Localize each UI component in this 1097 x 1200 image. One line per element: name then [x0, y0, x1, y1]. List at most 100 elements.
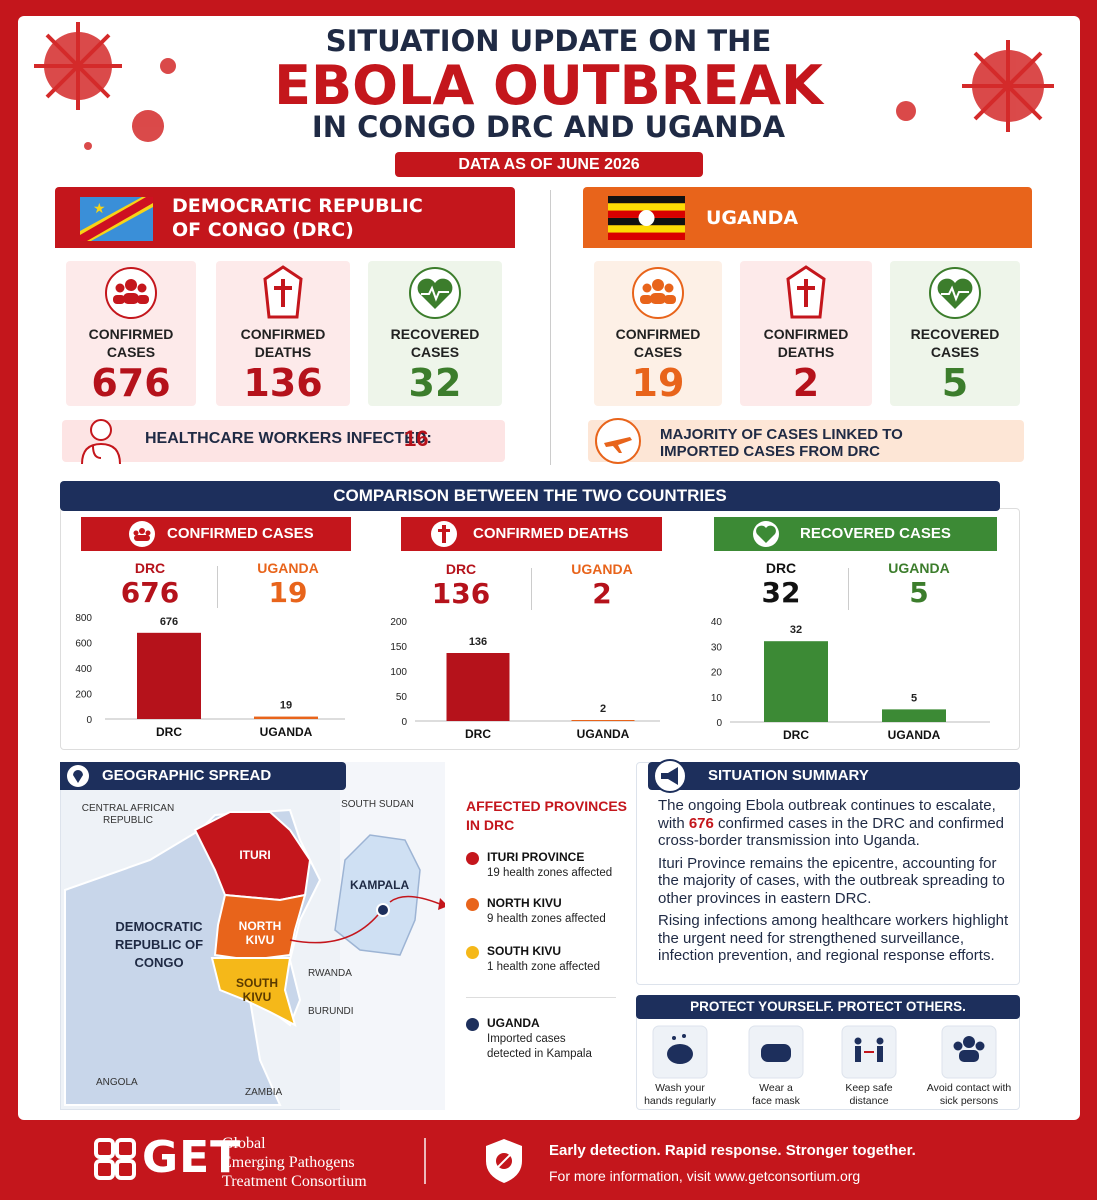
sep	[848, 568, 849, 610]
note-line: MAJORITY OF CASES LINKED TO	[660, 426, 903, 443]
protect-item: Keep safe distance	[821, 1082, 917, 1107]
legend-name: UGANDA	[487, 1016, 540, 1030]
spread-arrow	[289, 909, 383, 944]
legend-title-line: AFFECTED PROVINCES	[466, 798, 628, 814]
stat-value: 19	[631, 361, 685, 405]
y-tick-label: 150	[390, 642, 407, 653]
logo-mark	[94, 1138, 136, 1180]
y-tick-label: 200	[75, 690, 92, 701]
map-label: ZAMBIA	[245, 1087, 283, 1098]
x-tick-label: DRC	[783, 728, 809, 742]
y-tick-label: 100	[390, 667, 407, 678]
map-label: ANGOLA	[96, 1077, 138, 1088]
summary-title: SITUATION SUMMARY	[648, 762, 1020, 790]
date-pill: DATA AS OF JUNE 2026	[395, 152, 703, 177]
map-label: ITURI	[239, 848, 271, 862]
stat-label: CASES	[633, 344, 683, 360]
stat-label: CONFIRMED	[615, 326, 701, 342]
hl-name: UGANDA	[571, 561, 633, 577]
bar	[446, 653, 510, 721]
logo-text: GET	[142, 1132, 242, 1183]
headline: DRC 676	[100, 560, 200, 609]
protect-item: Avoid contact with sick persons	[921, 1082, 1017, 1107]
uganda-name: UGANDA	[706, 207, 799, 229]
y-tick-label: 50	[396, 692, 408, 703]
drc-note-label: HEALTHCARE WORKERS INFECTED:	[145, 430, 432, 447]
drc-note-value: 16	[404, 426, 429, 451]
map-label-line: DEMOCRATIC	[115, 919, 203, 934]
stat-label: CONFIRMED	[763, 326, 849, 342]
legend-detail: Imported cases	[487, 1033, 566, 1045]
map-label-line: REPUBLIC OF	[114, 937, 204, 952]
map-label-line: KIVU	[242, 990, 272, 1004]
drc-name-line: DEMOCRATIC REPUBLIC	[172, 195, 423, 217]
stat-label: CONFIRMED	[88, 326, 174, 342]
sep	[217, 566, 218, 608]
x-tick-label: DRC	[465, 727, 491, 741]
stat-card: RECOVERED CASES 5	[890, 261, 1020, 406]
south-kivu-shape	[210, 957, 297, 1027]
drc-name: DEMOCRATIC REPUBLIC OF CONGO (DRC)	[172, 194, 423, 242]
summary-paragraph: Ituri Province remains the epicentre, ac…	[658, 854, 1005, 907]
title-line3: IN CONGO DRC AND UGANDA	[311, 110, 786, 144]
protect-item: Wear a face mask	[728, 1082, 824, 1107]
headline: UGANDA 2	[552, 561, 652, 610]
icon	[786, 265, 826, 319]
summary-paragraph: The ongoing Ebola outbreak continues to …	[658, 797, 1010, 850]
text: The ongoing Ebola outbreak continues to …	[658, 797, 996, 832]
stat-label: CASES	[106, 344, 156, 360]
y-tick-label: 200	[390, 617, 407, 628]
highlight: 676	[688, 814, 714, 832]
doctor-icon	[81, 419, 121, 465]
stat-card: CONFIRMED CASES 19	[594, 261, 722, 406]
map-label-line: KIVU	[245, 933, 275, 947]
protect-icons	[652, 1025, 997, 1079]
legend-dot	[466, 898, 479, 911]
legend-title-line: IN DRC	[466, 817, 515, 833]
org-line: Treatment Consortium	[222, 1173, 367, 1190]
divider	[550, 190, 551, 465]
protect-line: hands regularly	[644, 1094, 716, 1107]
bar	[571, 720, 635, 721]
stat-label: DEATHS	[254, 344, 312, 360]
decor	[34, 22, 1054, 150]
icon	[929, 267, 981, 319]
map-label-line: REPUBLIC	[102, 815, 153, 826]
sep	[531, 568, 532, 610]
stat-label: RECOVERED	[910, 326, 1000, 342]
protect-line: Wear a	[759, 1082, 793, 1094]
shield-icon	[486, 1139, 522, 1183]
pin-icon	[67, 765, 89, 787]
legend-name: ITURI PROVINCE	[487, 850, 585, 864]
legend-name: NORTH KIVU	[487, 896, 562, 910]
stat-card: CONFIRMED DEATHS 2	[740, 261, 872, 406]
x-tick-label: DRC	[156, 725, 182, 739]
comparison-title: COMPARISON BETWEEN THE TWO COUNTRIES	[60, 481, 1000, 511]
plane-icon	[595, 418, 641, 464]
map	[64, 762, 445, 1110]
legend-dot	[466, 1018, 479, 1031]
hl-value: 2	[592, 577, 612, 610]
stat-value: 136	[243, 361, 323, 405]
data-label: 2	[600, 703, 606, 715]
map-label: NORTH KIVU	[220, 919, 300, 947]
protect-item: Wash your hands regularly	[632, 1082, 728, 1107]
y-tick-label: 20	[711, 668, 723, 679]
map-label-line: CENTRAL AFRICAN	[81, 803, 175, 814]
hl-value: 32	[761, 576, 801, 609]
stat-value: 5	[941, 361, 969, 405]
summary-text: The ongoing Ebola outbreak continues to …	[658, 797, 1010, 970]
data-label: 32	[790, 624, 802, 636]
drc-note	[62, 420, 505, 462]
map-label: SOUTH SUDAN	[341, 799, 414, 810]
hl-name: DRC	[765, 560, 797, 576]
headline: DRC 136	[411, 561, 511, 610]
note-line: IMPORTED CASES FROM DRC	[660, 443, 881, 460]
summary-paragraph: Rising infections among healthcare worke…	[658, 912, 1009, 964]
y-tick-label: 400	[75, 664, 92, 675]
hl-value: 676	[120, 576, 180, 609]
uganda-shape	[334, 834, 421, 956]
hl-name: UGANDA	[888, 560, 950, 576]
protect-title: PROTECT YOURSELF. PROTECT OTHERS.	[636, 995, 1020, 1019]
tagline: Early detection. Rapid response. Stronge…	[549, 1142, 916, 1159]
